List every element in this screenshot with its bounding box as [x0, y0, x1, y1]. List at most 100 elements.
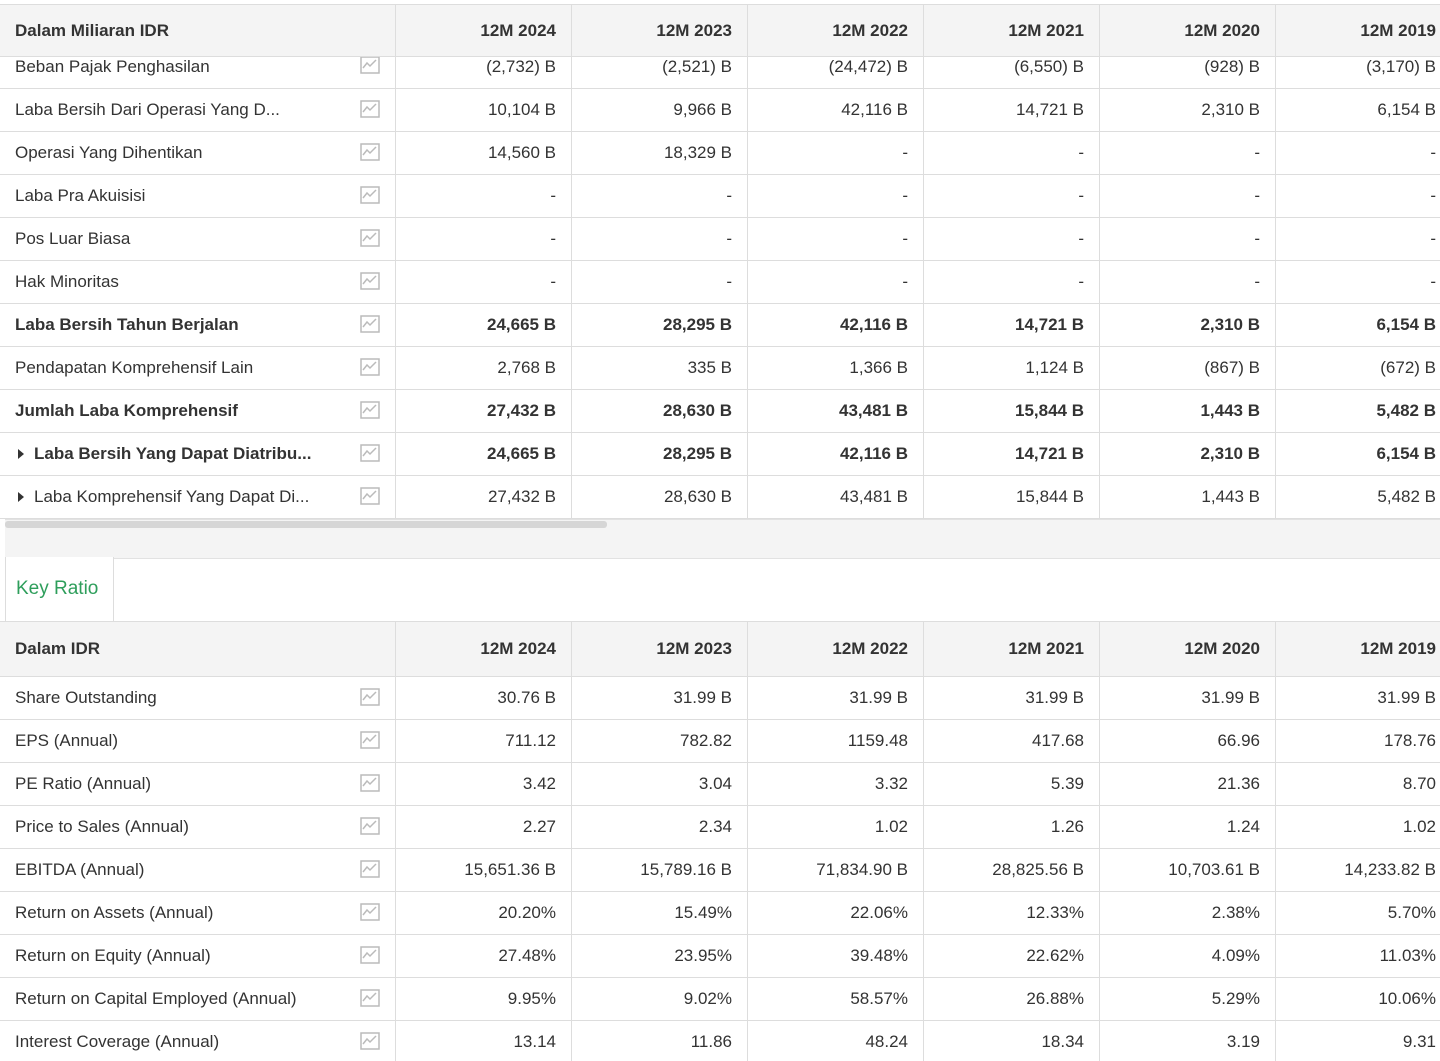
row-label-text: Pos Luar Biasa [15, 229, 131, 248]
row-label: Interest Coverage (Annual) [0, 1021, 396, 1061]
value-cell: 43,481 B [748, 390, 924, 433]
value-cell: - [924, 218, 1100, 261]
value-cell: 178.76 [1276, 720, 1440, 763]
chart-icon[interactable] [360, 443, 380, 462]
row-label-text: Share Outstanding [15, 688, 157, 707]
value-cell: 2,310 B [1100, 304, 1276, 347]
value-cell: - [748, 175, 924, 218]
chart-icon[interactable] [360, 142, 380, 161]
value-cell: - [1276, 175, 1440, 218]
chart-icon[interactable] [360, 99, 380, 118]
row-label: Operasi Yang Dihentikan [0, 132, 396, 175]
value-cell: 31.99 B [748, 677, 924, 720]
chart-icon[interactable] [360, 56, 380, 74]
row-label-text: PE Ratio (Annual) [15, 774, 152, 793]
value-cell: 2,768 B [396, 347, 572, 390]
column-header: 12M 2020 [1100, 621, 1276, 677]
row-label: Pendapatan Komprehensif Lain [0, 347, 396, 390]
row-label-text: Jumlah Laba Komprehensif [15, 401, 238, 420]
key-ratio-tab[interactable]: Key Ratio [5, 557, 114, 621]
value-cell: 18.34 [924, 1021, 1100, 1061]
value-cell: 27,432 B [396, 476, 572, 519]
value-cell: - [1100, 218, 1276, 261]
row-label: Pos Luar Biasa [0, 218, 396, 261]
row-label-text: Laba Bersih Tahun Berjalan [15, 315, 239, 334]
value-cell: 5,482 B [1276, 476, 1440, 519]
value-cell: 5.39 [924, 763, 1100, 806]
value-cell: 15,789.16 B [572, 849, 748, 892]
value-cell: 26.88% [924, 978, 1100, 1021]
value-cell: 6,154 B [1276, 304, 1440, 347]
scrollbar-thumb[interactable] [5, 521, 607, 528]
value-cell: - [572, 218, 748, 261]
column-header: Dalam IDR [0, 621, 396, 677]
column-header: 12M 2024 [396, 4, 572, 57]
chart-icon[interactable] [360, 988, 380, 1007]
column-header: 12M 2022 [748, 621, 924, 677]
value-cell: 3.19 [1100, 1021, 1276, 1061]
value-cell: 42,116 B [748, 433, 924, 476]
row-label-text: EBITDA (Annual) [15, 860, 145, 879]
scroll-area [5, 519, 1440, 559]
value-cell: 14,233.82 B [1276, 849, 1440, 892]
chart-icon[interactable] [360, 773, 380, 792]
expand-toggle[interactable] [18, 492, 24, 502]
value-cell: 31.99 B [572, 677, 748, 720]
expand-toggle[interactable] [18, 449, 24, 459]
value-cell: 14,721 B [924, 89, 1100, 132]
value-cell: - [748, 132, 924, 175]
chart-icon[interactable] [360, 1031, 380, 1050]
value-cell: 2.38% [1100, 892, 1276, 935]
row-label[interactable]: Laba Komprehensif Yang Dapat Di... [0, 476, 396, 519]
chart-icon[interactable] [360, 859, 380, 878]
value-cell: 42,116 B [748, 304, 924, 347]
row-label-text: Laba Komprehensif Yang Dapat Di... [34, 487, 310, 506]
chart-icon[interactable] [360, 687, 380, 706]
chart-icon[interactable] [360, 902, 380, 921]
value-cell: 711.12 [396, 720, 572, 763]
row-label[interactable]: Laba Bersih Yang Dapat Diatribu... [0, 433, 396, 476]
chart-icon[interactable] [360, 400, 380, 419]
row-label-text: Laba Bersih Yang Dapat Diatribu... [34, 444, 312, 463]
value-cell: 2.34 [572, 806, 748, 849]
value-cell: 27.48% [396, 935, 572, 978]
value-cell: 782.82 [572, 720, 748, 763]
row-label: EBITDA (Annual) [0, 849, 396, 892]
chart-icon[interactable] [360, 945, 380, 964]
value-cell: 31.99 B [1100, 677, 1276, 720]
chart-icon[interactable] [360, 816, 380, 835]
value-cell: 5.70% [1276, 892, 1440, 935]
chart-icon[interactable] [360, 486, 380, 505]
column-header: 12M 2019 [1276, 4, 1440, 57]
value-cell: 1.02 [748, 806, 924, 849]
value-cell: 14,721 B [924, 433, 1100, 476]
chart-icon[interactable] [360, 271, 380, 290]
value-cell: 18,329 B [572, 132, 748, 175]
chart-icon[interactable] [360, 185, 380, 204]
chart-icon[interactable] [360, 314, 380, 333]
value-cell: 335 B [572, 347, 748, 390]
value-cell: 9,966 B [572, 89, 748, 132]
chart-icon[interactable] [360, 357, 380, 376]
value-cell: - [1100, 175, 1276, 218]
value-cell: - [748, 261, 924, 304]
value-cell: - [924, 132, 1100, 175]
value-cell: 10,104 B [396, 89, 572, 132]
row-label-text: Pendapatan Komprehensif Lain [15, 358, 254, 377]
row-label: Hak Minoritas [0, 261, 396, 304]
value-cell: 2,310 B [1100, 433, 1276, 476]
value-cell: 5,482 B [1276, 390, 1440, 433]
chart-icon[interactable] [360, 730, 380, 749]
value-cell: 48.24 [748, 1021, 924, 1061]
value-cell: 24,665 B [396, 304, 572, 347]
value-cell: - [1100, 261, 1276, 304]
row-label: Return on Capital Employed (Annual) [0, 978, 396, 1021]
value-cell: 11.86 [572, 1021, 748, 1061]
value-cell: 15,844 B [924, 390, 1100, 433]
value-cell: 23.95% [572, 935, 748, 978]
value-cell: 11.03% [1276, 935, 1440, 978]
value-cell: 1159.48 [748, 720, 924, 763]
value-cell: 66.96 [1100, 720, 1276, 763]
chart-icon[interactable] [360, 228, 380, 247]
value-cell: 31.99 B [1276, 677, 1440, 720]
